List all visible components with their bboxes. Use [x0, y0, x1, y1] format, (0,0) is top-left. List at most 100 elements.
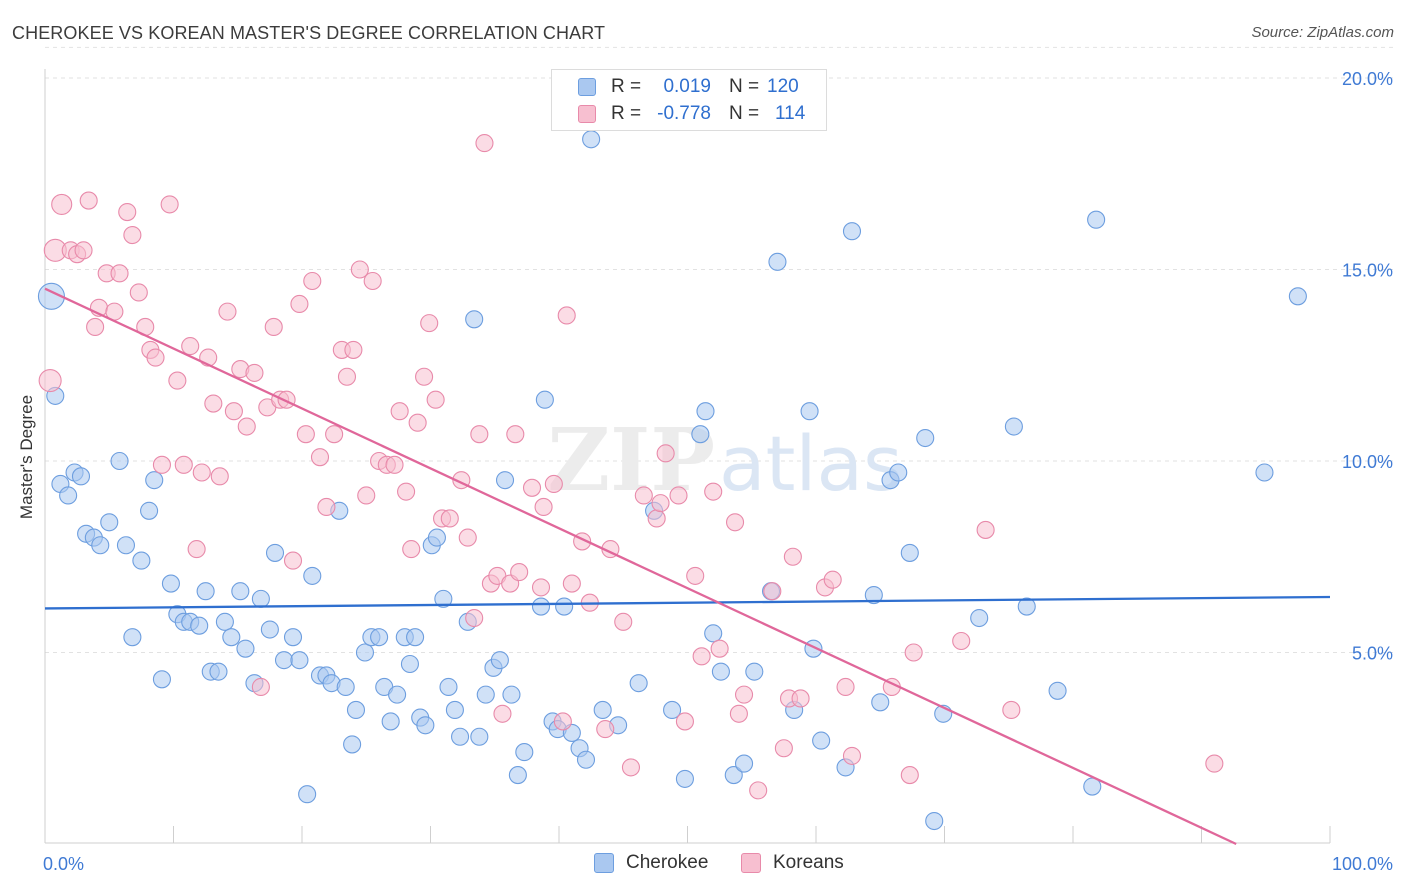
point-koreans	[522, 478, 542, 497]
point-koreans	[510, 563, 529, 582]
point-koreans	[420, 314, 439, 333]
y-tick-label: 20.0%	[1342, 69, 1393, 89]
point-cherokee	[490, 651, 509, 670]
legend-label-cherokee: Cherokee	[626, 852, 709, 873]
point-koreans	[181, 337, 200, 356]
point-cherokee	[535, 390, 554, 409]
point-koreans	[303, 271, 322, 291]
point-koreans	[160, 195, 179, 214]
point-cherokee	[140, 501, 159, 520]
point-koreans	[614, 612, 633, 631]
y-axis-title: Master's Degree	[17, 394, 36, 520]
trend-line-koreans	[44, 287, 1237, 846]
point-koreans	[118, 203, 137, 222]
point-koreans	[475, 134, 494, 153]
point-koreans	[224, 402, 243, 421]
point-cherokee	[346, 700, 366, 720]
point-cherokee	[593, 700, 612, 720]
point-cherokee	[1017, 597, 1036, 616]
point-koreans	[110, 264, 129, 283]
point-koreans	[79, 191, 98, 210]
legend-item-cherokee[interactable]: Cherokee	[594, 852, 708, 874]
point-koreans	[168, 371, 187, 390]
point-koreans	[596, 720, 615, 739]
point-cherokee	[355, 643, 375, 662]
point-cherokee	[696, 402, 715, 421]
point-cherokee	[209, 662, 228, 681]
point-cherokee	[842, 222, 862, 241]
point-cherokee	[889, 463, 908, 482]
point-koreans	[783, 547, 802, 566]
point-cherokee	[555, 597, 574, 616]
point-koreans	[621, 758, 641, 777]
point-cherokee	[476, 685, 495, 704]
watermark-atlas: atlas	[719, 419, 903, 508]
point-cherokee	[222, 628, 241, 647]
legend-swatch-cherokee	[594, 853, 614, 873]
point-cherokee	[900, 543, 919, 562]
point-cherokee	[231, 582, 250, 601]
point-cherokee	[502, 685, 521, 704]
point-cherokee	[265, 543, 285, 562]
point-cherokee	[470, 727, 489, 746]
point-cherokee	[110, 451, 129, 471]
legend-swatch-cherokee	[578, 78, 596, 96]
point-koreans	[385, 455, 404, 474]
point-koreans	[350, 260, 369, 279]
point-cherokee	[215, 612, 234, 631]
legend-item-koreans[interactable]: Koreans	[741, 852, 844, 874]
point-cherokee	[434, 589, 453, 608]
point-cherokee	[451, 727, 470, 746]
point-koreans	[557, 306, 576, 325]
point-cherokee	[768, 252, 787, 271]
point-koreans	[344, 340, 363, 359]
point-koreans	[440, 509, 459, 528]
point-koreans	[152, 455, 171, 474]
point-koreans	[493, 704, 512, 723]
point-koreans	[51, 193, 73, 215]
point-koreans	[174, 455, 193, 474]
point-cherokee	[59, 486, 78, 505]
point-koreans	[1002, 700, 1021, 720]
point-cherokee	[864, 585, 883, 605]
point-cherokee	[582, 130, 601, 149]
point-koreans	[534, 497, 553, 517]
point-koreans	[397, 482, 416, 501]
point-koreans	[426, 390, 445, 409]
point-koreans	[544, 474, 563, 494]
point-cherokee	[711, 662, 730, 681]
point-koreans	[725, 513, 745, 532]
point-cherokee	[298, 785, 317, 804]
point-koreans	[357, 486, 376, 505]
point-koreans	[210, 467, 229, 486]
legend-r-value: -0.778	[657, 103, 711, 124]
point-cherokee	[236, 639, 255, 658]
point-koreans	[952, 631, 971, 651]
point-cherokee	[406, 628, 425, 647]
point-koreans	[310, 448, 330, 467]
axes	[44, 69, 1331, 844]
point-cherokee	[916, 428, 935, 448]
point-koreans	[129, 283, 148, 302]
point-koreans	[337, 367, 357, 386]
point-cherokee	[132, 551, 151, 570]
point-koreans	[363, 271, 382, 291]
point-cherokee	[161, 574, 180, 593]
data-points	[37, 130, 1307, 831]
trend-line-cherokee	[44, 595, 1331, 610]
point-cherokee	[1288, 287, 1307, 306]
x-tick-label: 0.0%	[43, 854, 84, 874]
point-koreans	[264, 317, 283, 337]
legend-n-label: N =	[729, 76, 760, 97]
point-cherokee	[745, 662, 764, 681]
point-koreans	[669, 486, 688, 505]
point-cherokee	[724, 766, 743, 785]
point-koreans	[553, 712, 572, 731]
point-koreans	[836, 677, 855, 697]
point-koreans	[651, 494, 670, 513]
point-koreans	[531, 578, 551, 597]
point-koreans	[675, 712, 694, 731]
point-koreans	[774, 739, 793, 758]
point-cherokee	[416, 716, 435, 735]
point-koreans	[187, 540, 206, 559]
